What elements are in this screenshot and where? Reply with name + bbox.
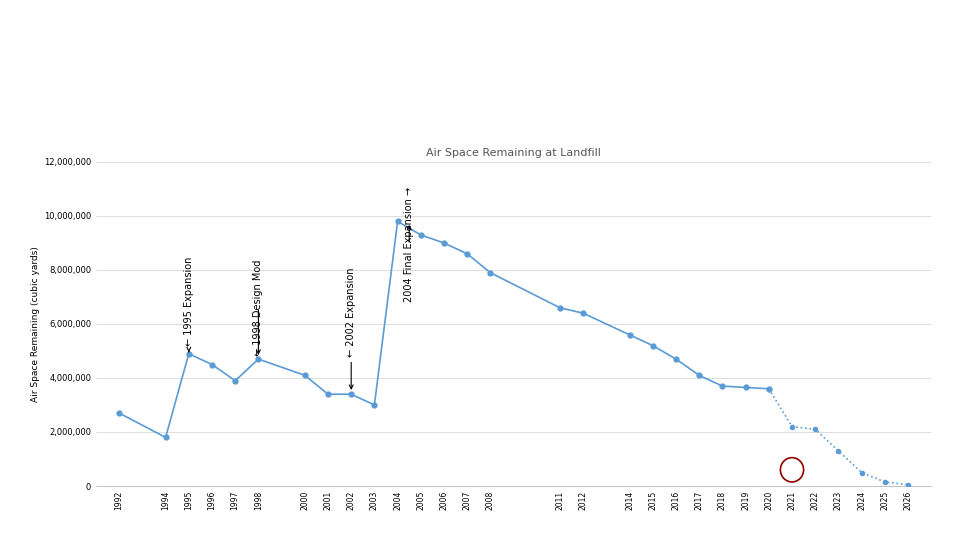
Text: 2004 Final Expansion →: 2004 Final Expansion → bbox=[404, 187, 414, 302]
Text: ← 1995 Expansion: ← 1995 Expansion bbox=[183, 256, 194, 352]
Text: ← 2002 Expansion: ← 2002 Expansion bbox=[347, 267, 356, 389]
Text: ← 1998 Design Mod: ← 1998 Design Mod bbox=[253, 259, 263, 355]
Text: Airspace Remaining at Landfill: Airspace Remaining at Landfill bbox=[42, 68, 522, 96]
Title: Air Space Remaining at Landfill: Air Space Remaining at Landfill bbox=[426, 148, 601, 158]
Y-axis label: Air Space Remaining (cubic yards): Air Space Remaining (cubic yards) bbox=[31, 246, 39, 402]
